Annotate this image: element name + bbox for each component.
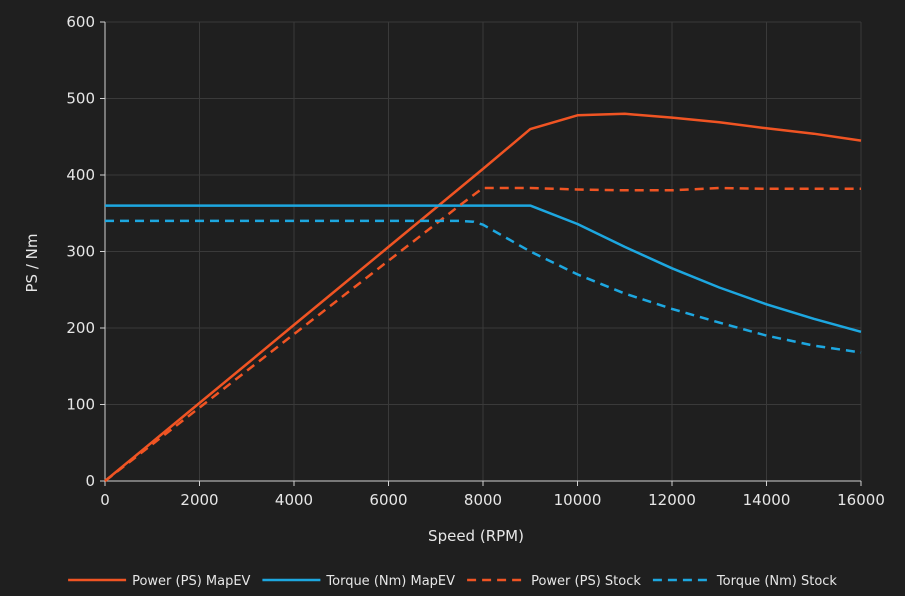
grid xyxy=(105,21,862,481)
axes xyxy=(100,21,862,486)
legend-label: Power (PS) Stock xyxy=(531,574,641,589)
series-line-2 xyxy=(104,186,861,482)
y-tick-label: 0 xyxy=(85,472,95,490)
x-tick-label: 14000 xyxy=(743,491,791,509)
y-tick-label: 200 xyxy=(66,319,95,337)
legend: Power (PS) MapEV Torque (Nm) MapEV Power (… xyxy=(68,574,837,589)
legend-label: Torque (Nm) Stock xyxy=(716,574,838,589)
legend-item-3: Torque (Nm) Stock xyxy=(652,574,838,589)
x-tick-label: 12000 xyxy=(648,491,696,509)
x-tick-label: 16000 xyxy=(837,491,885,509)
series-line-1 xyxy=(105,204,862,334)
x-tick-label: 2000 xyxy=(180,491,218,509)
legend-label: Torque (Nm) MapEV xyxy=(325,574,455,589)
series-line-0 xyxy=(104,112,862,482)
series-layer xyxy=(104,112,862,482)
x-tick-label: 0 xyxy=(100,491,110,509)
y-tick-label: 600 xyxy=(66,13,95,31)
x-tick-label: 6000 xyxy=(369,491,407,509)
y-tick-label: 400 xyxy=(66,166,95,184)
x-tick-labels: 0 2000 4000 6000 8000 10000 12000 14000 16000 xyxy=(100,491,885,509)
y-tick-label: 300 xyxy=(66,243,95,261)
x-tick-label: 10000 xyxy=(554,491,602,509)
x-tick-label: 4000 xyxy=(275,491,313,509)
legend-item-2: Power (PS) Stock xyxy=(467,574,641,589)
y-axis-label: PS / Nm xyxy=(23,234,41,293)
x-tick-label: 8000 xyxy=(464,491,502,509)
x-axis-label: Speed (RPM) xyxy=(428,527,524,545)
y-tick-labels: 0 100 200 300 400 500 600 xyxy=(66,13,95,490)
legend-label: Power (PS) MapEV xyxy=(132,574,250,589)
legend-item-1: Torque (Nm) MapEV xyxy=(262,574,455,589)
y-tick-label: 500 xyxy=(66,90,95,108)
y-tick-label: 100 xyxy=(66,396,95,414)
legend-item-0: Power (PS) MapEV xyxy=(68,574,251,589)
series-line-3 xyxy=(105,219,862,354)
